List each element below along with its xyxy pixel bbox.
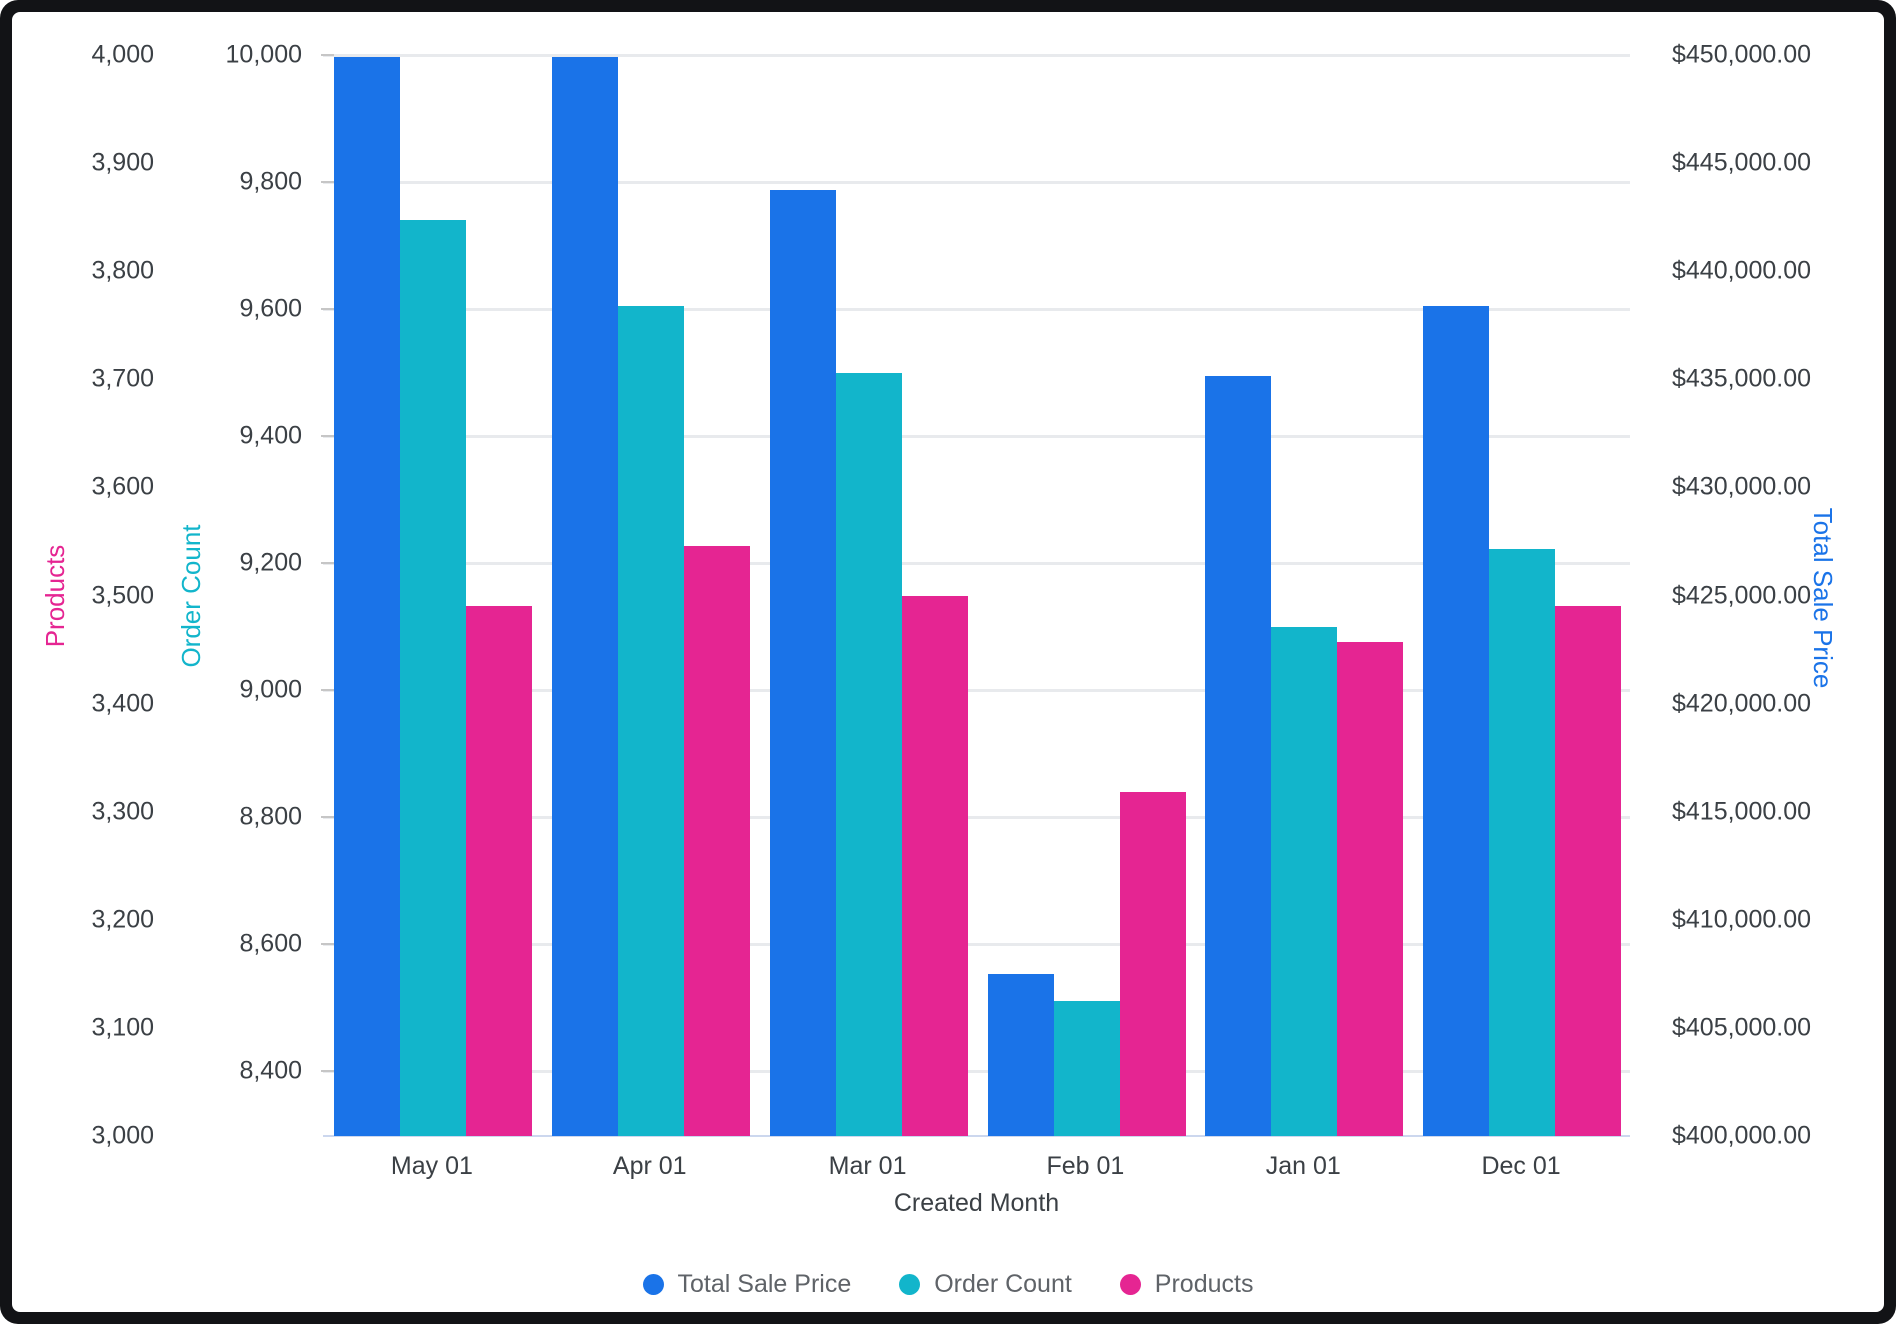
products-tick-label: 3,800 [91,256,154,285]
gridline [323,307,1630,311]
order_count-tick-label: 10,000 [225,40,302,69]
bar-total-sale-price-dec-01[interactable] [1423,305,1490,1136]
x-axis-line [323,1135,1630,1137]
products-tick-label: 3,600 [91,472,154,501]
sale_price-tick-label: $400,000.00 [1672,1121,1812,1150]
legend-item-total-sale-price[interactable]: Total Sale Price [642,1270,852,1298]
order_count-tick-label: 9,400 [239,421,302,450]
legend-color-dot [642,1274,664,1295]
gridline [323,942,1630,946]
chart-panel: 3,000 3,100 3,200 3,300 3,400 3,500 3,600 3,700… [12,12,1884,1312]
bar-total-sale-price-apr-01[interactable] [551,57,618,1136]
axis-tickmark [321,435,334,438]
bar-products-jan-01[interactable] [1337,641,1404,1136]
bar-order-count-dec-01[interactable] [1489,549,1556,1136]
bar-products-may-01[interactable] [466,606,532,1136]
bar-total-sale-price-may-01[interactable] [334,57,400,1136]
axis-tickmark [321,181,334,184]
products-tick-label: 3,900 [91,148,154,177]
sale_price-tick-label: $435,000.00 [1672,364,1812,393]
y-axis-title-total-sale-price: Total Sale Price [1808,507,1838,688]
legend-item-order-count[interactable]: Order Count [899,1272,1072,1297]
legend-label: Total Sale Price [677,1270,852,1298]
axis-tickmark [321,816,334,819]
x-tick-label-dec-01: Dec 01 [1481,1152,1561,1180]
bar-products-apr-01[interactable] [683,545,750,1136]
x-tick-label-may-01: May 01 [390,1152,473,1180]
axis-tickmark [321,689,334,692]
products-tick-label: 4,000 [91,40,154,69]
sale_price-tick-label: $440,000.00 [1672,256,1812,285]
axis-tickmark [321,943,334,946]
legend-label: Products [1154,1270,1254,1298]
sale_price-tick-label: $430,000.00 [1672,472,1812,501]
sale_price-tick-label: $450,000.00 [1672,40,1812,69]
x-tick-label-mar-01: Mar 01 [828,1152,907,1180]
products-tick-label: 3,400 [91,689,154,718]
bar-order-count-feb-01[interactable] [1053,1001,1120,1136]
sale_price-tick-label: $420,000.00 [1672,689,1812,718]
gridline [323,815,1630,819]
products-tick-label: 3,200 [91,905,154,934]
x-tick-label-jan-01: Jan 01 [1265,1152,1341,1180]
sale_price-tick-label: $405,000.00 [1672,1013,1812,1042]
legend-item-products[interactable]: Products [1119,1270,1254,1298]
order_count-tick-label: 9,800 [239,167,302,196]
order_count-tick-label: 8,600 [239,929,302,958]
bar-order-count-may-01[interactable] [400,220,466,1136]
y-axis-title-products: Products [40,544,70,647]
gridline [323,1069,1630,1073]
gridline [323,434,1630,438]
x-axis-title: Created Month [893,1189,1060,1217]
order_count-tick-label: 9,000 [239,675,302,704]
products-tick-label: 3,100 [91,1013,154,1042]
legend-color-dot [899,1274,921,1295]
order_count-tick-label: 8,800 [239,802,302,831]
bar-total-sale-price-mar-01[interactable] [769,190,836,1136]
order_count-tick-label: 8,400 [239,1056,302,1085]
products-tick-label: 3,000 [91,1121,154,1150]
bar-total-sale-price-feb-01[interactable] [987,973,1054,1136]
gridline [323,180,1630,184]
axis-tickmark [321,308,334,311]
x-tick-label-feb-01: Feb 01 [1046,1152,1125,1180]
sale_price-tick-label: $445,000.00 [1672,148,1812,177]
gridline [323,561,1630,565]
products-tick-label: 3,500 [91,581,154,609]
bar-total-sale-price-jan-01[interactable] [1205,376,1272,1136]
bar-products-mar-01[interactable] [901,595,968,1136]
products-tick-label: 3,700 [91,364,154,393]
x-tick-label-apr-01: Apr 01 [612,1152,687,1180]
axis-tickmark [321,1070,334,1073]
order_count-tick-label: 9,200 [239,548,302,577]
bar-products-feb-01[interactable] [1119,792,1186,1136]
bar-order-count-apr-01[interactable] [617,305,684,1136]
y-axis-title-order-count: Order Count [176,523,206,668]
bar-order-count-jan-01[interactable] [1271,626,1338,1136]
axis-tickmark [321,562,334,565]
legend-color-dot [1119,1274,1141,1295]
legend-label: Order Count [934,1270,1072,1298]
products-tick-label: 3,300 [91,797,154,826]
gridline [323,688,1630,692]
sale_price-tick-label: $410,000.00 [1672,905,1812,934]
bar-products-dec-01[interactable] [1555,606,1622,1136]
axis-tickmark [321,54,334,56]
gridline [323,53,1630,57]
sale_price-tick-label: $415,000.00 [1672,797,1812,826]
bar-order-count-mar-01[interactable] [835,372,902,1136]
sale_price-tick-label: $425,000.00 [1672,581,1812,609]
legend: Total Sale Price Order Count Products [12,1272,1884,1297]
order_count-tick-label: 9,600 [239,294,302,323]
